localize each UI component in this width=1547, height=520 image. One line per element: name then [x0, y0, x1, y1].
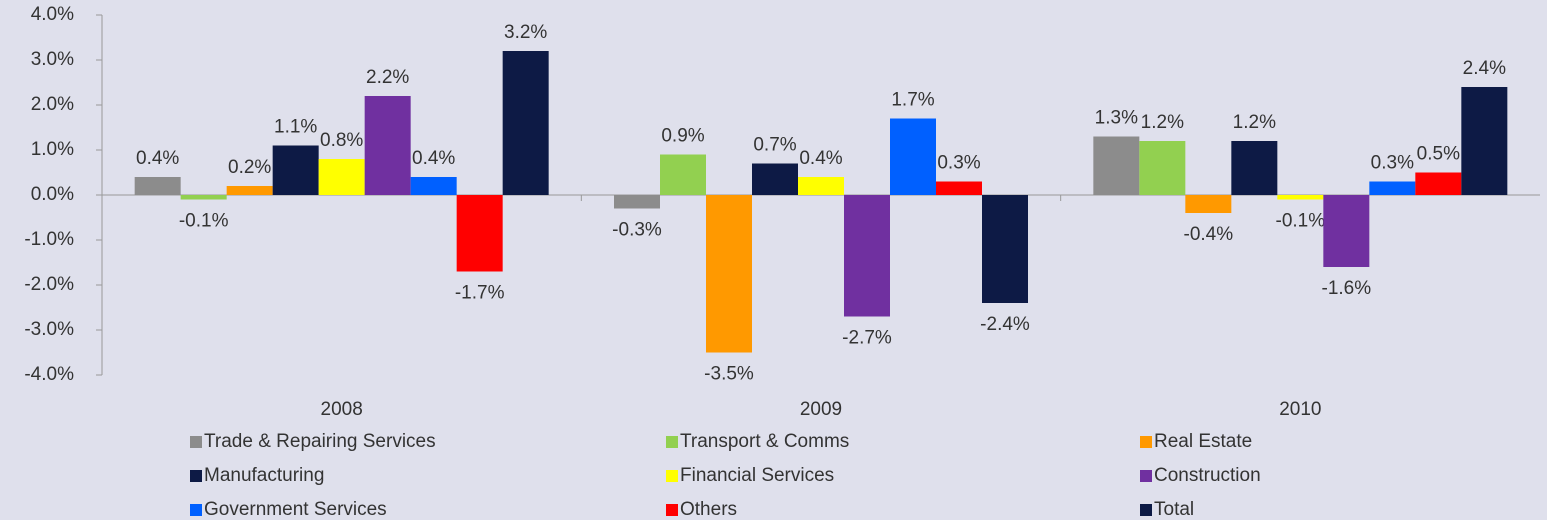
data-label: 0.4%: [136, 148, 179, 169]
legend-label: Trade & Repairing Services: [204, 431, 436, 452]
y-tick-label: -4.0%: [24, 364, 74, 385]
legend-label: Government Services: [204, 499, 387, 520]
data-label: 3.2%: [504, 22, 547, 43]
data-label: 1.3%: [1095, 108, 1138, 129]
legend-label: Manufacturing: [204, 465, 324, 486]
x-tick-label: 2008: [321, 399, 363, 420]
data-label: 2.4%: [1463, 58, 1506, 79]
bar: [272, 145, 319, 195]
bar: [410, 177, 457, 195]
bar: [660, 154, 706, 195]
legend-swatch: [190, 470, 202, 482]
legend-swatch: [190, 436, 202, 448]
y-tick-label: 4.0%: [31, 4, 74, 25]
data-label: -2.4%: [980, 314, 1030, 335]
data-label: 0.8%: [320, 130, 363, 151]
data-label: 0.7%: [753, 135, 796, 156]
legend-label: Transport & Comms: [680, 431, 849, 452]
bar: [180, 195, 227, 200]
bar: [318, 159, 365, 195]
x-tick-label: 2009: [800, 399, 842, 420]
legend-label: Construction: [1154, 465, 1261, 486]
bar: [1093, 136, 1140, 195]
bar: [134, 177, 181, 195]
bar: [844, 195, 890, 317]
data-label: 0.5%: [1417, 144, 1460, 165]
data-label: 0.2%: [228, 157, 271, 178]
legend-label: Total: [1154, 499, 1194, 520]
legend-swatch: [666, 470, 678, 482]
data-label: -3.5%: [704, 364, 754, 385]
data-label: 0.9%: [661, 126, 704, 147]
bar: [614, 195, 660, 209]
data-label: -1.6%: [1322, 278, 1372, 299]
bar: [1277, 195, 1324, 200]
bar: [890, 118, 936, 195]
bar: [1369, 181, 1416, 195]
y-tick-label: 2.0%: [31, 94, 74, 115]
legend-swatch: [666, 436, 678, 448]
y-tick-label: -2.0%: [24, 274, 74, 295]
x-tick-label: 2010: [1279, 399, 1321, 420]
legend-label: Financial Services: [680, 465, 834, 486]
bar: [364, 96, 411, 195]
y-tick-label: 0.0%: [31, 184, 74, 205]
y-tick-label: -3.0%: [24, 319, 74, 340]
data-label: 0.3%: [937, 153, 980, 174]
data-label: -0.1%: [179, 211, 229, 232]
data-label: 0.4%: [799, 148, 842, 169]
legend-swatch: [666, 504, 678, 516]
data-label: -1.7%: [455, 283, 505, 304]
bar: [1139, 141, 1186, 195]
data-label: 2.2%: [366, 67, 409, 88]
data-label: -0.3%: [612, 220, 662, 241]
bar: [456, 195, 503, 272]
data-label: -0.1%: [1276, 211, 1326, 232]
data-label: 0.3%: [1371, 153, 1414, 174]
y-tick-label: 1.0%: [31, 139, 74, 160]
data-label: 1.1%: [274, 117, 317, 138]
legend-swatch: [1140, 504, 1152, 516]
y-tick-label: -1.0%: [24, 229, 74, 250]
legend-swatch: [1140, 470, 1152, 482]
data-label: 1.2%: [1141, 112, 1184, 133]
bar: [798, 177, 844, 195]
data-label: 1.7%: [891, 90, 934, 111]
legend-label: Real Estate: [1154, 431, 1252, 452]
bar: [502, 51, 549, 195]
bar: [226, 186, 273, 195]
legend-swatch: [190, 504, 202, 516]
bar: [706, 195, 752, 353]
bar: [1185, 195, 1232, 213]
legend-swatch: [1140, 436, 1152, 448]
data-label: -0.4%: [1184, 224, 1234, 245]
bar: [1323, 195, 1370, 267]
data-label: -2.7%: [842, 328, 892, 349]
y-tick-label: 3.0%: [31, 49, 74, 70]
bar: [1231, 141, 1278, 195]
bar: [752, 163, 798, 195]
data-label: 1.2%: [1233, 112, 1276, 133]
data-label: 0.4%: [412, 148, 455, 169]
legend-label: Others: [680, 499, 737, 520]
bar: [1415, 172, 1462, 195]
bar: [1461, 87, 1508, 195]
bar: [936, 181, 982, 195]
bar: [982, 195, 1028, 303]
